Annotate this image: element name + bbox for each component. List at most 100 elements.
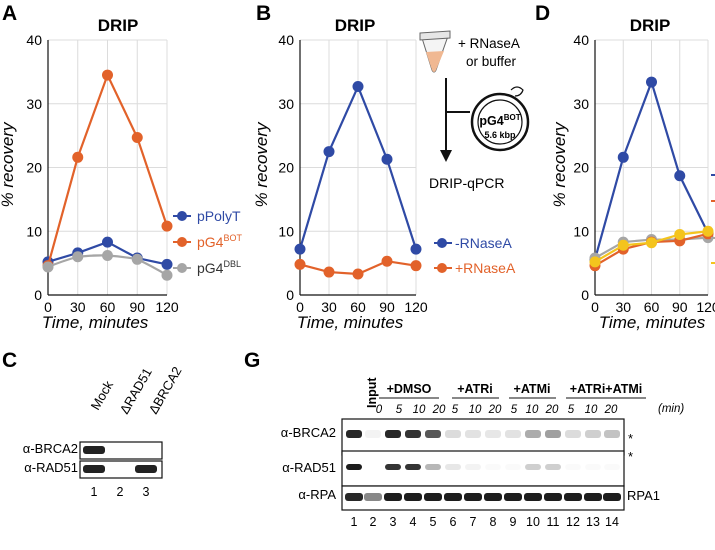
- data-point: [72, 251, 84, 263]
- data-point: [72, 151, 84, 163]
- plasmid-label: pG4BOT: [479, 113, 520, 128]
- row-label-rad51: α-RAD51: [282, 460, 336, 475]
- timepoint-label: 20: [604, 404, 618, 416]
- chart-a-ylabel: % recovery: [0, 121, 17, 208]
- band-brca2: [405, 430, 421, 438]
- blot-strip-brca2: [341, 418, 625, 456]
- data-point: [161, 258, 173, 270]
- band-rpa: [404, 493, 422, 501]
- band-rad51: [445, 464, 461, 470]
- data-point: [410, 243, 422, 255]
- data-point: [381, 153, 393, 165]
- data-point: [617, 239, 629, 251]
- lane-number: 3: [143, 485, 150, 499]
- band-rpa: [584, 493, 602, 501]
- legend-label-plus-rnasea: +RNaseA: [455, 260, 516, 276]
- data-point: [42, 261, 54, 273]
- chart-d-ylabel: % recovery: [550, 121, 569, 208]
- chart-b-legend: -RNaseA +RNaseA: [434, 235, 516, 276]
- band-brca2: [346, 430, 362, 438]
- legend-marker-plus-rnasea: [437, 263, 447, 273]
- lane-number: 2: [370, 515, 377, 529]
- band-brca2: [485, 430, 501, 438]
- band-rad51: [465, 464, 481, 470]
- x-tick-label: 120: [155, 299, 179, 315]
- input-label: Input: [365, 377, 379, 408]
- band-rad51-mock: [83, 465, 105, 473]
- panel-letter-b: B: [256, 2, 271, 25]
- timepoint-label: 10: [413, 404, 426, 416]
- band-rpa: [564, 493, 582, 501]
- chart-b-ylabel: % recovery: [252, 121, 271, 208]
- y-tick-label: 30: [278, 96, 294, 112]
- timepoint-label: 20: [545, 404, 559, 416]
- chart-a-series: [42, 69, 173, 281]
- data-point: [102, 69, 113, 81]
- chart-d: DRIP 0 10 20 30 40 0 30 60 90 120 Time, minutes %…: [550, 16, 715, 332]
- chart-b-title: DRIP: [335, 16, 376, 35]
- panel-letter-d: D: [535, 2, 550, 25]
- data-point: [323, 266, 335, 278]
- lane-number-row: 1 2 3 4 5 6 7 8 9 10 11 12 13 14: [351, 515, 619, 529]
- x-tick-label: 30: [70, 299, 86, 315]
- lane-number: 10: [526, 515, 540, 529]
- legend-marker-pPolyT: [177, 211, 187, 221]
- band-rad51: [346, 464, 362, 470]
- tube-text-1: + RNaseA: [458, 36, 520, 51]
- band-rpa: [424, 493, 442, 501]
- band-brca2: [425, 430, 441, 438]
- legend-label-pG4DBL: pG4DBL: [197, 259, 241, 276]
- timepoint-label: 20: [488, 404, 502, 416]
- row-right-label: RPA1: [627, 488, 660, 503]
- band-brca2: [604, 430, 620, 438]
- legend-marker-minus-rnasea: [437, 238, 447, 248]
- lane-number: 11: [547, 515, 560, 529]
- x-tick-label: 0: [44, 299, 52, 315]
- legend-marker-pG4DBL: [177, 263, 187, 273]
- rnase-schematic: + RNaseA or buffer pG4BOT 5.6 kbp DRIP-q…: [419, 30, 530, 191]
- chart-a: DRIP 0 10 20 30 40 0 30 60 90 120 Time, minutes %…: [0, 16, 242, 332]
- band-brca2: [525, 430, 541, 438]
- band-brca2: [445, 430, 461, 438]
- lane-number: 13: [586, 515, 600, 529]
- x-tick-label: 90: [129, 299, 145, 315]
- lane-number: 6: [450, 515, 457, 529]
- y-tick-label: 40: [573, 32, 589, 48]
- legend-label-pPolyT: pPolyT: [197, 208, 241, 224]
- band-rpa: [384, 493, 402, 501]
- y-tick-label: 20: [278, 160, 294, 176]
- band-brca2: [385, 430, 401, 438]
- y-tick-label: 10: [573, 223, 589, 239]
- chart-a-xlabel: Time, minutes: [42, 313, 149, 332]
- lane-label-mock: Mock: [88, 378, 117, 413]
- legend-marker-pG4BOT: [177, 237, 187, 247]
- tube-text-2: or buffer: [466, 54, 517, 69]
- panel-letter-a: A: [2, 2, 17, 25]
- data-point: [381, 255, 393, 267]
- y-tick-label: 30: [573, 96, 589, 112]
- x-tick-label: 120: [404, 299, 428, 315]
- data-point: [294, 258, 306, 270]
- y-tick-label: 0: [286, 287, 294, 303]
- data-point: [702, 225, 714, 237]
- band-rad51: [485, 464, 501, 470]
- arrow-head: [440, 150, 452, 162]
- timepoint-row: 0 5 10 20 5 10 20 5 10 20 5 10 20: [376, 404, 618, 416]
- y-tick-label: 10: [278, 223, 294, 239]
- y-tick-label: 40: [26, 32, 42, 48]
- chart-a-title: DRIP: [98, 16, 139, 35]
- data-point: [674, 170, 686, 182]
- data-point: [161, 220, 173, 232]
- row-label-rpa: α-RPA: [298, 487, 336, 502]
- lane-number: 14: [605, 515, 619, 529]
- chart-b: DRIP 0 10 20 30 40 0 30 60 90 120 Time, minutes %…: [252, 16, 530, 332]
- band-rad51: [385, 464, 401, 470]
- timepoint-label: 5: [396, 404, 403, 416]
- band-rad51: [565, 464, 581, 470]
- x-tick-label: 90: [379, 299, 395, 315]
- band-brca2: [585, 430, 601, 438]
- band-rpa: [544, 493, 562, 501]
- blot-g-bands: [345, 430, 621, 501]
- data-point: [674, 228, 686, 240]
